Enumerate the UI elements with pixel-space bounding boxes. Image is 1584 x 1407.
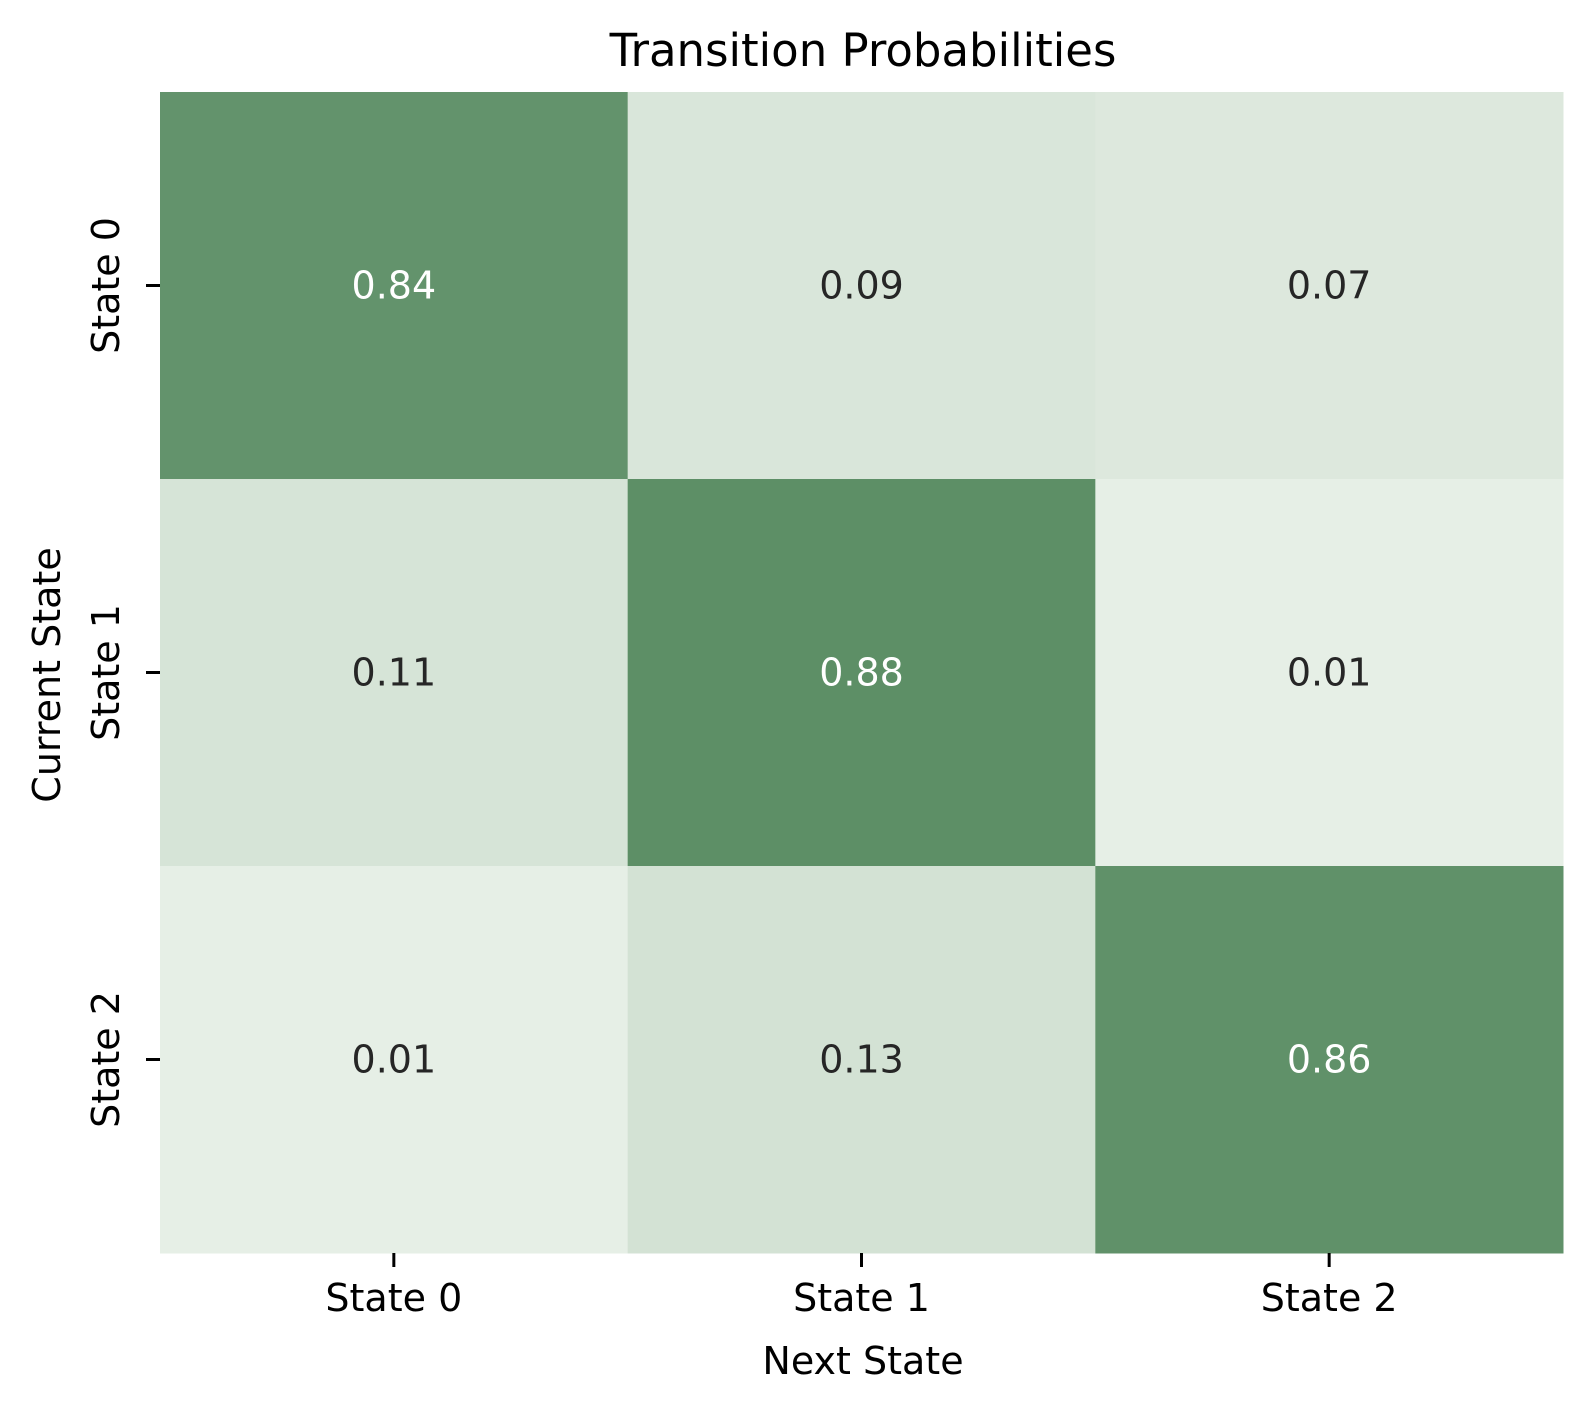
y-tick-label-0: State 0 xyxy=(84,217,128,354)
y-tick-label-1: State 1 xyxy=(84,604,128,741)
x-axis-label: Next State xyxy=(762,1339,963,1383)
heatmap-cell-labels: 0.84 0.09 0.07 0.11 0.88 0.01 0.01 0.13 0.86 xyxy=(352,264,1372,1082)
y-tick-label-2: State 2 xyxy=(84,991,128,1128)
heatmap-cell-label-r0-c1: 0.09 xyxy=(819,264,904,308)
heatmap-cell-r0-c1 xyxy=(627,92,1096,480)
x-axis: State 0 State 1 State 2 xyxy=(325,1253,1398,1320)
heatmap-cell-label-r1-c0: 0.11 xyxy=(352,651,437,695)
heatmap-cell-r1-c0 xyxy=(160,479,629,867)
chart-title: Transition Probabilities xyxy=(609,24,1117,77)
heatmap-cell-label-r1-c1: 0.88 xyxy=(819,651,904,695)
heatmap-cell-label-r2-c1: 0.13 xyxy=(819,1038,904,1082)
heatmap-cell-r2-c2 xyxy=(1095,866,1564,1254)
y-axis-label: Current State xyxy=(25,547,69,802)
heatmap-cell-r0-c0 xyxy=(160,92,629,480)
heatmap-cell-label-r0-c0: 0.84 xyxy=(352,264,437,308)
x-tick-label-2: State 2 xyxy=(1261,1276,1398,1320)
heatmap-cell-r1-c2 xyxy=(1095,479,1564,867)
heatmap-cell-r2-c0 xyxy=(160,866,629,1254)
x-tick-label-0: State 0 xyxy=(325,1276,462,1320)
heatmap-cells xyxy=(160,92,1564,1254)
heatmap-cell-r2-c1 xyxy=(627,866,1096,1254)
heatmap-cell-label-r1-c2: 0.01 xyxy=(1287,651,1372,695)
heatmap-cell-r0-c2 xyxy=(1095,92,1564,480)
heatmap-cell-label-r2-c2: 0.86 xyxy=(1287,1038,1372,1082)
heatmap-cell-label-r0-c2: 0.07 xyxy=(1287,264,1372,308)
heatmap-cell-label-r2-c0: 0.01 xyxy=(352,1038,437,1082)
heatmap-cell-r1-c1 xyxy=(627,479,1096,867)
x-tick-label-1: State 1 xyxy=(793,1276,930,1320)
y-axis: State 0 State 1 State 2 xyxy=(84,217,160,1128)
